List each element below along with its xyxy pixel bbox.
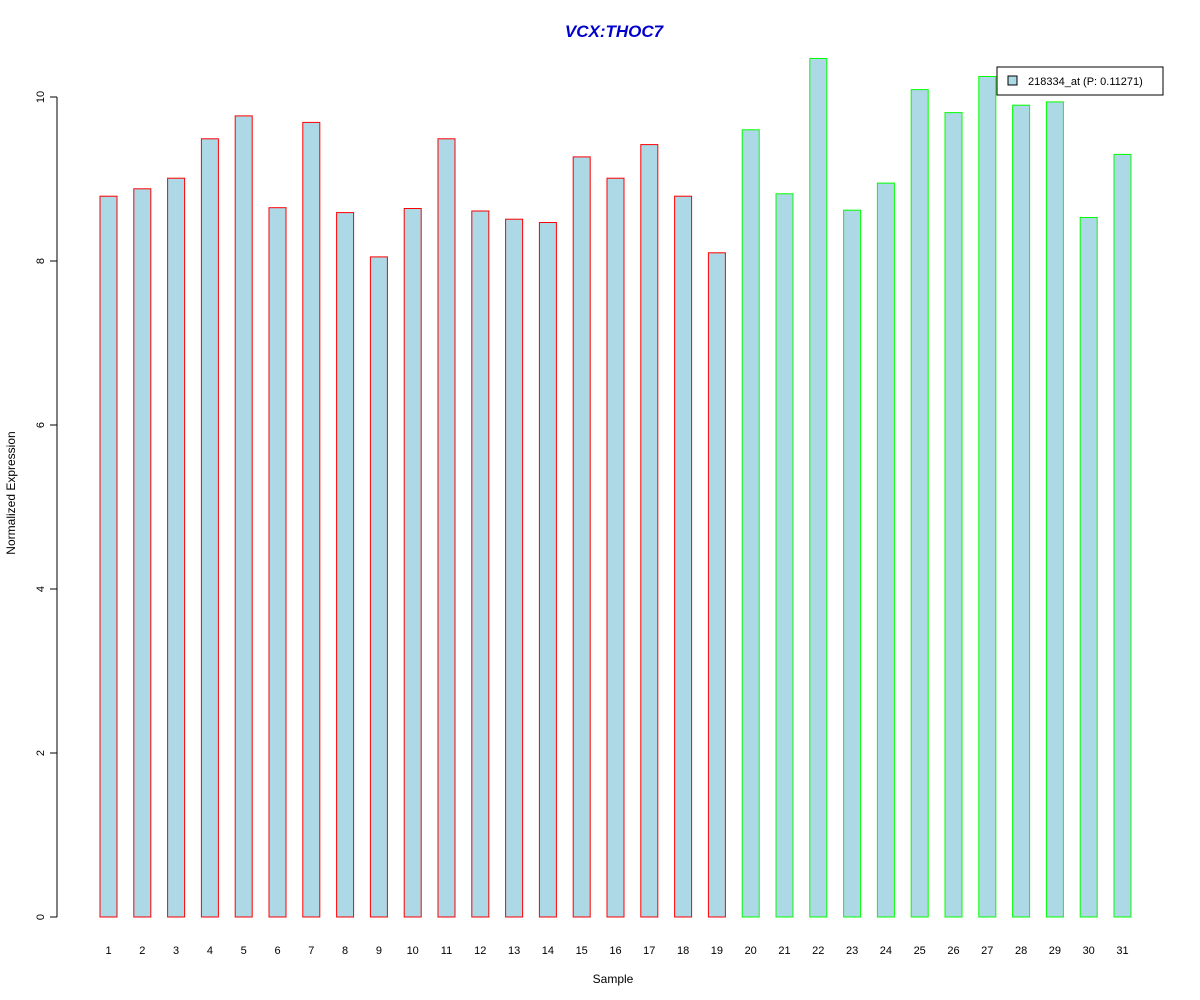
x-tick-label: 7 [308,945,314,957]
bar-sample-27 [978,76,997,918]
bar-sample-14 [538,222,557,918]
x-tick-label: 29 [1049,945,1061,957]
x-tick-label: 13 [508,945,520,957]
bar-sample-19 [707,252,726,918]
x-tick-label: 6 [274,945,280,957]
x-tick-label: 1 [105,945,111,957]
x-tick-label: 3 [173,945,179,957]
y-tick-label: 8 [35,258,47,264]
legend: 218334_at (P: 0.11271) [996,66,1164,96]
x-tick-label: 24 [880,945,892,957]
x-tick-label: 28 [1015,945,1027,957]
bar-sample-13 [505,218,524,918]
chart-title: VCX:THOC7 [565,22,665,41]
bar-sample-28 [1012,104,1031,918]
x-tick-label: 15 [576,945,588,957]
legend-label: 218334_at (P: 0.11271) [1028,76,1143,88]
y-tick-label: 6 [35,422,47,428]
x-tick-label: 20 [745,945,757,957]
x-tick-label: 17 [643,945,655,957]
x-tick-label: 8 [342,945,348,957]
x-tick-labels: 1 2 3 4 5 6 7 8 9 10 11 12 13 14 15 16 17 18 19 20 21 22 23 24 2… [105,945,1128,957]
bar-sample-21 [775,193,794,918]
bar-sample-18 [674,195,693,918]
bar-sample-31 [1113,153,1132,918]
bar-sample-2 [133,188,152,918]
bar-sample-16 [606,177,625,918]
bar-sample-8 [336,212,355,918]
x-tick-label: 22 [812,945,824,957]
x-tick-label: 25 [914,945,926,957]
bars-group [99,58,1132,918]
bar-sample-11 [437,138,456,918]
bar-sample-7 [302,121,321,918]
bar-sample-5 [234,115,253,918]
bar-sample-26 [944,112,963,918]
bar-sample-20 [741,129,760,918]
legend-swatch [1007,75,1018,86]
x-tick-label: 9 [376,945,382,957]
x-tick-label: 18 [677,945,689,957]
x-tick-label: 30 [1083,945,1095,957]
x-tick-label: 16 [609,945,621,957]
bar-sample-4 [200,138,219,918]
y-tick-label: 10 [35,91,47,103]
bar-sample-9 [369,256,388,918]
x-tick-label: 2 [139,945,145,957]
bar-sample-30 [1079,217,1098,918]
x-tick-label: 26 [947,945,959,957]
x-axis-label: Sample [593,972,634,986]
y-tick-label: 4 [35,586,47,592]
bar-sample-15 [572,156,591,918]
x-tick-label: 31 [1116,945,1128,957]
bar-sample-17 [640,144,659,918]
y-axis: 0 2 4 6 8 10 [35,91,58,920]
x-tick-label: 23 [846,945,858,957]
bar-sample-6 [268,207,287,918]
x-tick-label: 21 [778,945,790,957]
x-tick-label: 4 [207,945,213,957]
x-tick-label: 10 [407,945,419,957]
bar-sample-23 [843,209,862,918]
bar-sample-25 [910,89,929,918]
bar-sample-12 [471,210,490,918]
bar-sample-3 [167,177,186,918]
x-tick-label: 12 [474,945,486,957]
x-tick-label: 11 [441,945,452,957]
x-tick-label: 5 [241,945,247,957]
legend-box [996,66,1164,96]
x-tick-label: 27 [981,945,993,957]
x-tick-label: 19 [711,945,723,957]
y-tick-label: 0 [35,914,47,920]
x-tick-label: 14 [542,945,554,957]
bar-sample-24 [876,182,895,918]
bar-sample-1 [99,195,118,918]
y-tick-label: 2 [35,750,47,756]
bar-sample-22 [809,58,828,918]
y-axis-label: Normalized Expression [4,431,18,554]
bar-sample-29 [1045,101,1064,918]
bar-sample-10 [403,208,422,918]
